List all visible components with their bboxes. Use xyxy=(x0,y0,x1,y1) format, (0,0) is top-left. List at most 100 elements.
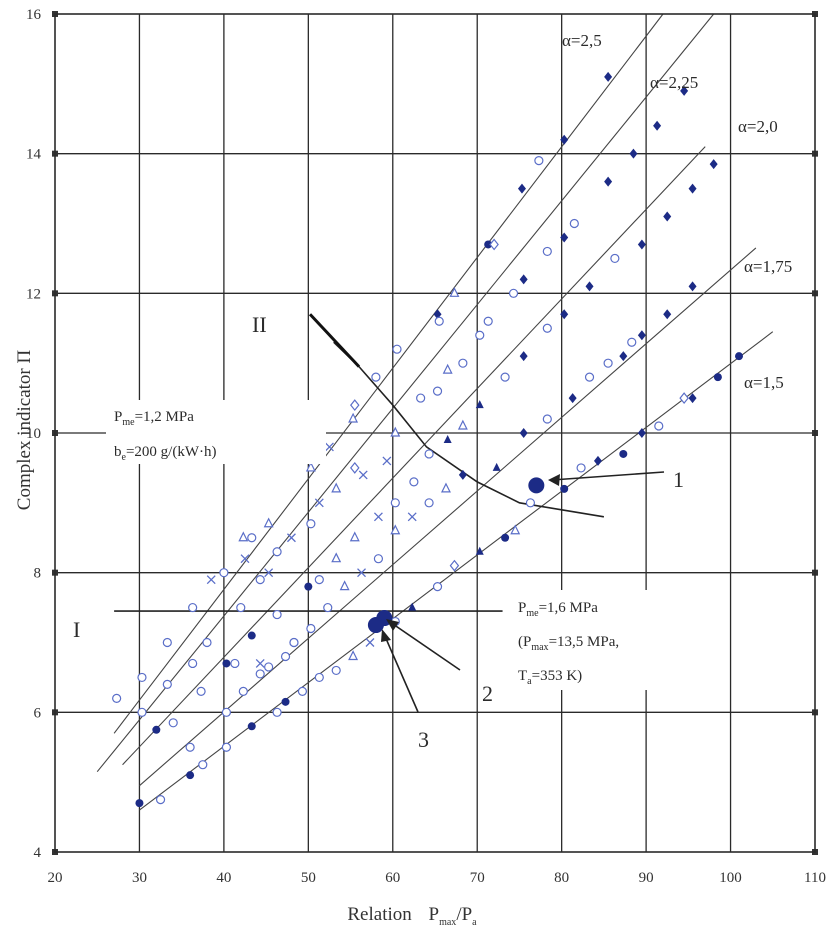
marker-circle-filled xyxy=(222,659,231,668)
marker-circle-filled xyxy=(247,631,256,640)
marker-circle-open xyxy=(272,707,282,717)
marker-circle-open xyxy=(323,602,333,613)
note-lower: Pme=1,6 MPa (Pmax=13,5 MPa, Ta=353 K) xyxy=(510,590,660,690)
x-axis-title-word: Relation xyxy=(347,904,412,925)
marker-diamond-filled xyxy=(593,455,602,466)
marker-triangle-open xyxy=(305,461,316,472)
marker-diamond-filled xyxy=(653,120,662,131)
note-upper-line1: Pme=1,2 MPa xyxy=(114,409,194,428)
marker-circle-open xyxy=(416,393,426,403)
marker-triangle-open xyxy=(263,517,274,528)
marker-circle-open xyxy=(185,742,195,752)
note-upper-line2: be=200 g/(kW·h) xyxy=(114,444,216,463)
marker-circle-open xyxy=(236,602,246,613)
marker-circle-open xyxy=(475,330,485,340)
marker-diamond-filled xyxy=(560,134,569,145)
marker-circle-filled xyxy=(619,449,628,458)
marker-circle-open xyxy=(162,637,172,648)
marker-circle-open xyxy=(314,672,324,683)
y-axis-title: Complex indicator П xyxy=(14,350,35,511)
marker-diamond-filled xyxy=(637,428,646,438)
marker-diamond-filled xyxy=(519,351,528,362)
x-axis-title: Relation Pmax/Pa xyxy=(347,904,477,928)
marker-diamond-filled xyxy=(680,85,689,96)
marker-circle-open xyxy=(584,372,595,382)
marker-diamond-filled xyxy=(519,428,528,438)
marker-circle-open xyxy=(162,679,172,690)
x-tick-label: 20 xyxy=(48,870,63,886)
marker-circle-filled xyxy=(281,697,290,706)
marker-triangle-open xyxy=(238,531,249,542)
marker-diamond-filled xyxy=(688,393,697,404)
marker-circle-open xyxy=(297,686,308,696)
x-tick-label: 100 xyxy=(719,870,742,886)
fit-line xyxy=(96,13,715,773)
marker-circle-open xyxy=(432,386,443,396)
boundary-line-start xyxy=(308,313,361,368)
marker-circle-filled xyxy=(304,582,313,591)
marker-circle-open xyxy=(424,498,434,508)
x-tick-label: 70 xyxy=(470,870,485,886)
x-tick-label: 30 xyxy=(132,870,147,886)
marker-diamond-open xyxy=(350,399,360,412)
marker-circle-open xyxy=(238,686,248,696)
marker-circle-open xyxy=(610,253,620,264)
marker-diamond-filled xyxy=(688,281,697,292)
marker-circle-open xyxy=(306,519,316,529)
marker-circle-open xyxy=(255,575,265,585)
marker-x xyxy=(382,456,392,466)
marker-circle-open xyxy=(219,568,229,578)
marker-circle-open xyxy=(168,718,178,728)
marker-triangle-open xyxy=(348,650,359,661)
data-markers xyxy=(112,71,743,808)
marker-circle-open xyxy=(137,707,147,717)
marker-diamond-filled xyxy=(458,469,467,480)
region-label-ii: II xyxy=(252,312,267,337)
curve-label-2-25: α=2,25 xyxy=(650,73,698,92)
marker-circle-open xyxy=(264,662,274,672)
marker-diamond-filled xyxy=(709,159,718,170)
marker-circle-open xyxy=(280,651,291,662)
marker-circle-filled xyxy=(501,533,510,542)
note-upper: Pme=1,2 MPa be=200 g/(kW·h) xyxy=(106,400,326,464)
callout-1: 1 xyxy=(548,467,684,492)
marker-circle-open xyxy=(569,218,579,229)
marker-circle-open xyxy=(483,316,493,326)
marker-triangle-open xyxy=(339,580,350,591)
curve-label-1-75: α=1,75 xyxy=(744,257,792,276)
marker-x xyxy=(255,658,265,668)
note-lower-line2: (Pmax=13,5 MPa, xyxy=(518,634,619,653)
marker-circle-filled xyxy=(186,771,195,780)
callout-label-1: 1 xyxy=(673,467,684,492)
marker-circle-open xyxy=(627,337,637,347)
marker-triangle-open xyxy=(441,482,451,493)
marker-diamond-open xyxy=(489,238,499,251)
marker-diamond-filled xyxy=(560,309,569,320)
marker-circle-open xyxy=(255,669,265,679)
marker-diamond-filled xyxy=(560,232,569,243)
fit-line xyxy=(122,146,706,766)
marker-diamond-filled xyxy=(517,183,526,194)
marker-x xyxy=(407,512,417,522)
marker-circle-open xyxy=(458,358,468,368)
marker-circle-open xyxy=(500,372,510,382)
marker-circle-open xyxy=(534,156,544,166)
marker-circle-open xyxy=(424,449,434,459)
marker-x xyxy=(358,470,368,480)
marker-diamond-open xyxy=(449,559,460,572)
marker-circle-open xyxy=(306,623,316,634)
marker-circle-filled xyxy=(247,722,256,731)
x-tick-label: 60 xyxy=(385,870,400,886)
marker-circle-open xyxy=(542,323,552,333)
marker-triangle-open xyxy=(449,286,460,297)
marker-circle-open xyxy=(230,658,240,669)
marker-diamond-open xyxy=(350,461,360,474)
marker-x xyxy=(373,512,383,522)
marker-circle-open xyxy=(409,477,419,487)
marker-circle-open xyxy=(198,760,208,770)
marker-x xyxy=(314,498,324,508)
marker-x xyxy=(286,533,296,543)
marker-circle-open xyxy=(221,707,232,717)
